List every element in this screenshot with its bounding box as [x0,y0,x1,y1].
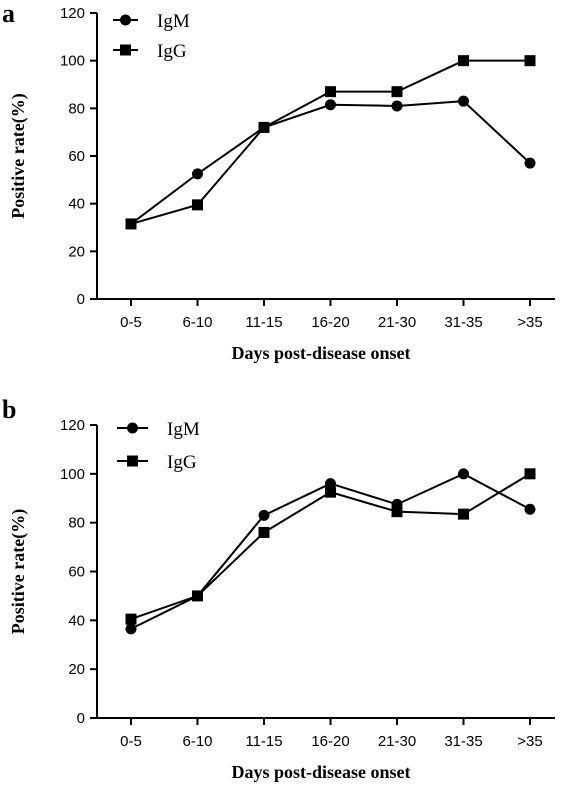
y-tick-label: 0 [77,291,85,308]
y-tick-label: 80 [68,515,85,532]
series-line-igg [130,59,530,225]
data-point-igg [391,506,403,518]
legend-marker-igm [127,422,138,434]
x-tick-label: 0-5 [120,314,142,331]
data-point-igg [458,508,469,520]
data-point-igg [125,613,137,625]
data-point-igg [325,486,336,498]
chart-panel-b: b 0 20 40 60 80 100 120 0-5 6-10 11-15 16-20 21-30 31… [2,395,555,782]
data-point-igm [391,100,403,112]
data-point-igm [192,168,203,180]
data-point-igm [125,623,137,635]
x-tick-label: 16-20 [311,733,349,750]
x-tick-label: 11-15 [245,733,282,750]
y-tick-label: 40 [68,196,85,213]
y-tick-label: 120 [60,417,85,434]
legend: IgM IgG [117,419,200,473]
y-tick-label: 100 [60,53,85,70]
x-tick-label: 21-30 [378,733,416,750]
data-point-igg [258,526,270,538]
x-tick-label: 16-20 [311,314,349,331]
data-point-igm [325,99,336,111]
y-axis-label: Positive rate(%) [8,93,29,218]
y-tick-label: 0 [77,710,85,727]
y-tick-label: 40 [68,612,85,629]
data-point-igg [258,121,270,133]
y-axis-label: Positive rate(%) [8,509,29,634]
data-point-igm [524,157,536,169]
data-point-igm [258,509,270,521]
y-tick-label: 120 [60,5,85,22]
data-point-igm [458,95,469,107]
x-tick-label: 11-15 [245,314,282,331]
series-igg [125,468,536,625]
x-axis-label: Days post-disease onset [231,762,410,782]
data-point-igg [192,590,203,602]
x-tick-label: 0-5 [120,733,142,750]
x-tick-label: 6-10 [182,314,212,331]
data-point-igg [325,86,336,98]
x-axis-label: Days post-disease onset [231,343,410,363]
x-tick-label: 31-35 [444,314,482,331]
legend: IgM IgG [113,11,190,62]
y-tick-label: 20 [68,243,85,260]
series-igg [125,55,536,230]
legend-label: IgG [157,41,187,62]
x-tick-label: 21-30 [378,314,416,331]
x-tick-label: 6-10 [182,733,212,750]
data-point-igg [524,468,536,480]
y-tick-label: 80 [68,100,85,117]
x-tick-label: >35 [517,314,542,331]
y-tick-label: 60 [68,564,85,581]
data-point-igm [458,468,469,480]
legend-label: IgM [157,11,190,32]
y-tick-label: 60 [68,148,85,165]
legend-marker-igg [127,455,138,467]
data-point-igg [192,199,203,211]
y-tick-label: 100 [60,466,85,483]
data-point-igg [391,86,403,98]
data-point-igm [524,503,536,515]
x-tick-label: 31-35 [444,733,482,750]
series-line-igm [130,100,531,225]
legend-marker-igg [120,44,131,56]
legend-label: IgG [167,452,197,473]
x-tick-label: >35 [517,733,542,750]
legend-marker-igm [120,14,131,26]
data-point-igg [125,218,137,230]
panel-label: a [2,0,15,28]
data-point-igg [458,55,469,67]
chart-panel-a: a 0 20 40 60 80 100 120 0-5 6-10 11-15 16-20 21-30 31… [2,0,555,363]
data-point-igg [524,55,536,67]
y-tick-label: 20 [68,661,85,678]
panel-label: b [2,395,16,424]
data-point-igm [325,478,336,490]
series-igm [125,95,536,230]
legend-label: IgM [167,419,200,440]
